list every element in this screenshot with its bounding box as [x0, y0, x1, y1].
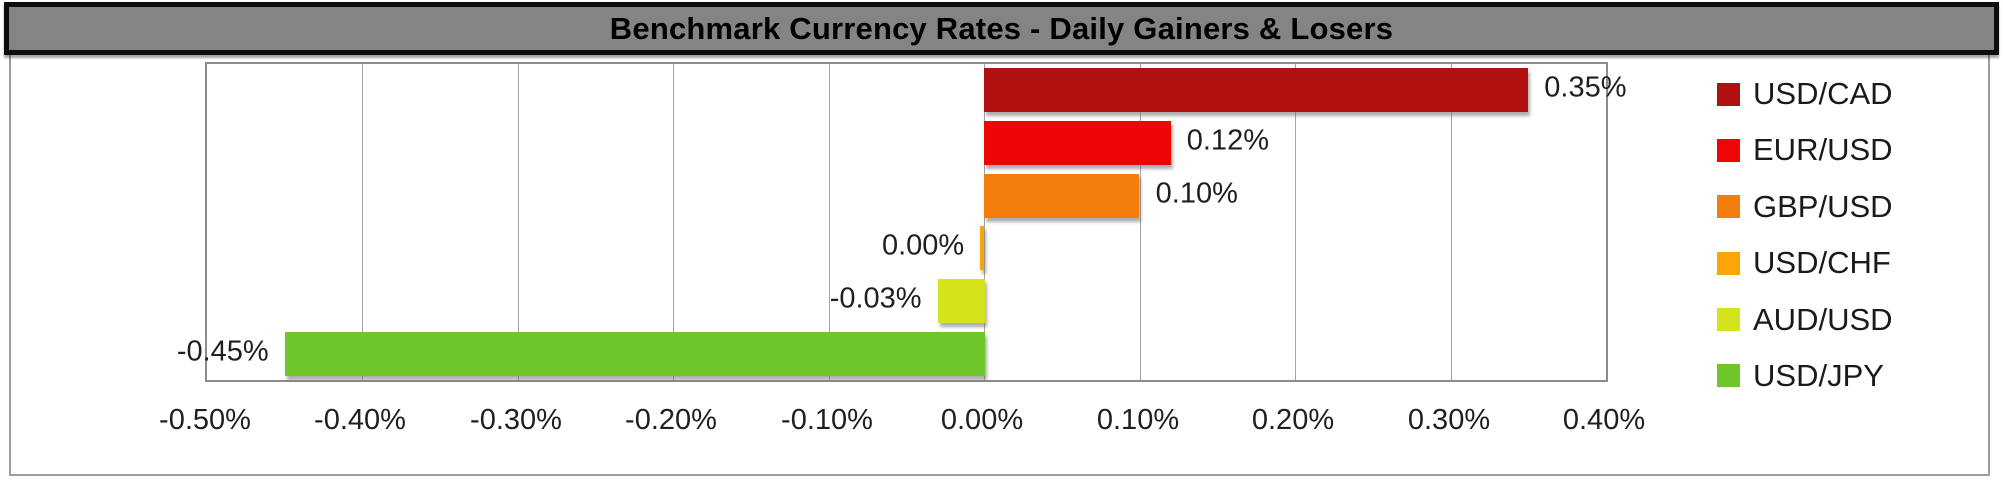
x-tick-label: -0.10%: [781, 404, 873, 436]
chart-title-bar: Benchmark Currency Rates - Daily Gainers…: [4, 2, 1999, 55]
bar-usd-jpy[interactable]: [284, 331, 985, 376]
legend-swatch: [1717, 195, 1740, 219]
bar-eur-usd[interactable]: [984, 121, 1172, 165]
legend-swatch: [1717, 138, 1740, 162]
x-tick-label: -0.20%: [625, 404, 717, 436]
x-tick-label: -0.30%: [470, 404, 562, 436]
gridline: [829, 64, 830, 380]
gridline: [673, 64, 674, 380]
x-tick-label: 0.20%: [1251, 404, 1335, 436]
bar-usd-chf[interactable]: [980, 226, 985, 271]
x-tick-label: 0.00%: [940, 404, 1024, 436]
gridline: [1451, 64, 1452, 380]
x-tick-label: -0.50%: [159, 404, 251, 436]
data-label-usd-cad: 0.35%: [1544, 71, 1627, 104]
data-label-usd-jpy: -0.45%: [176, 335, 269, 368]
data-label-usd-chf: 0.00%: [881, 229, 965, 262]
legend-item-aud-usd[interactable]: AUD/USD: [1717, 302, 1977, 338]
bar-usd-cad[interactable]: [984, 68, 1529, 113]
bar-aud-usd[interactable]: [937, 279, 985, 323]
legend-swatch: [1717, 364, 1740, 388]
legend-item-gbp-usd[interactable]: GBP/USD: [1717, 189, 1977, 225]
legend-label: AUD/USD: [1753, 301, 1893, 337]
legend-swatch: [1717, 82, 1740, 106]
gridline: [1140, 64, 1141, 380]
x-tick-label: 0.10%: [1096, 404, 1180, 436]
data-label-eur-usd: 0.12%: [1186, 124, 1269, 157]
legend-label: USD/JPY: [1753, 357, 1884, 393]
data-label-gbp-usd: 0.10%: [1155, 177, 1238, 210]
legend: USD/CAD EUR/USD GBP/USD USD/CHF AUD/USD USD/J…: [1717, 76, 1977, 394]
gridline: [518, 64, 519, 380]
data-label-aud-usd: -0.03%: [829, 282, 922, 315]
gridline: [362, 64, 363, 380]
legend-swatch: [1717, 308, 1740, 332]
legend-label: EUR/USD: [1753, 132, 1893, 168]
x-tick-label: 0.30%: [1407, 404, 1491, 436]
plot-area: [205, 62, 1608, 382]
bar-gbp-usd[interactable]: [984, 173, 1140, 218]
legend-item-usd-cad[interactable]: USD/CAD: [1717, 76, 1977, 112]
legend-item-eur-usd[interactable]: EUR/USD: [1717, 132, 1977, 168]
x-tick-label: 0.40%: [1562, 404, 1646, 436]
x-axis: -0.50% -0.40% -0.30% -0.20% -0.10% 0.00% 0.10%…: [0, 404, 2003, 444]
legend-label: USD/CHF: [1753, 245, 1891, 281]
legend-swatch: [1717, 251, 1740, 275]
chart-title: Benchmark Currency Rates - Daily Gainers…: [609, 10, 1394, 46]
legend-label: GBP/USD: [1753, 188, 1893, 224]
legend-item-usd-jpy[interactable]: USD/JPY: [1717, 358, 1977, 394]
x-tick-label: -0.40%: [314, 404, 406, 436]
legend-label: USD/CAD: [1753, 76, 1893, 111]
gridline: [1295, 64, 1296, 380]
gridline: [984, 64, 985, 380]
legend-item-usd-chf[interactable]: USD/CHF: [1717, 245, 1977, 281]
